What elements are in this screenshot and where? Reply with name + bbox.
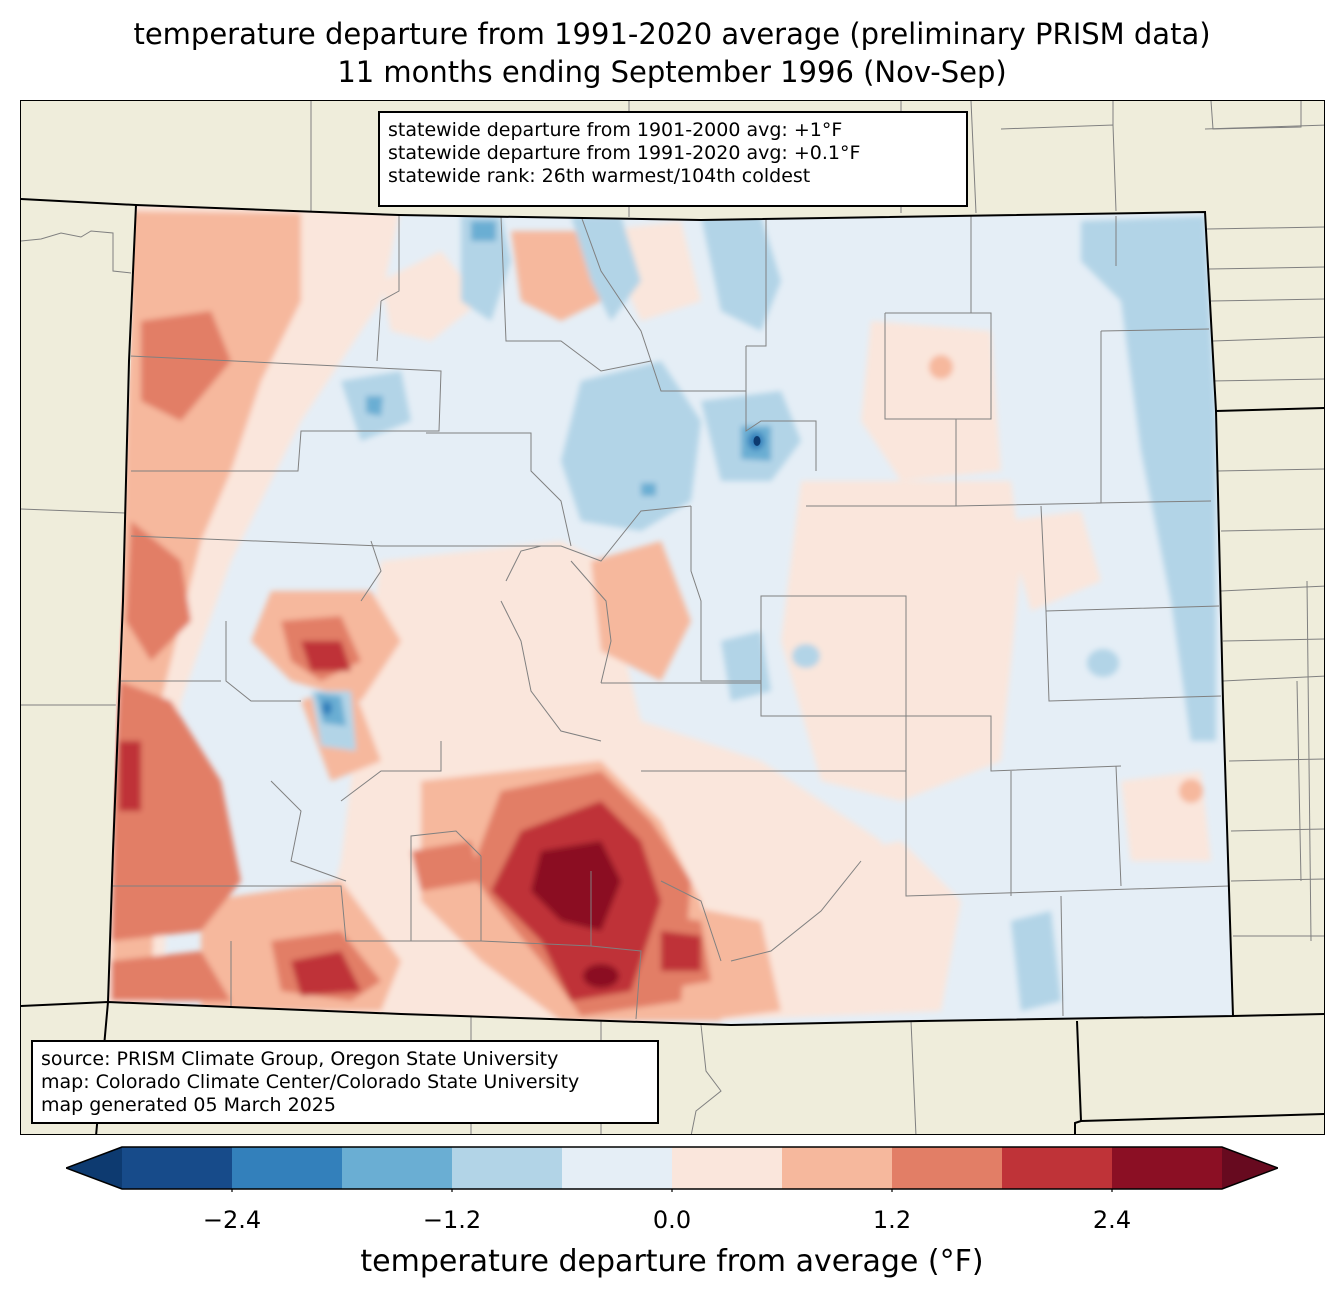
colorbar-extend-low bbox=[66, 1147, 122, 1189]
colorado-map bbox=[21, 101, 1324, 1134]
colorbar-bin bbox=[562, 1147, 673, 1189]
colorbar-label: temperature departure from average (°F) bbox=[360, 1244, 984, 1279]
county-lines bbox=[111, 215, 1232, 1020]
map-credit-line: map: Colorado Climate Center/Colorado St… bbox=[41, 1071, 580, 1093]
colorbar-bin bbox=[1002, 1147, 1113, 1189]
statewide-stats-box: statewide departure from 1901-2000 avg: … bbox=[378, 111, 968, 207]
stats-line-rank: statewide rank: 26th warmest/104th colde… bbox=[388, 165, 811, 187]
colorbar-bin bbox=[232, 1147, 343, 1189]
colorbar-tick-label: −1.2 bbox=[422, 1206, 482, 1234]
colorbar-extend-high bbox=[1222, 1147, 1278, 1189]
stats-line-1991-2020: statewide departure from 1991-2020 avg: … bbox=[388, 142, 861, 164]
colorbar-outline bbox=[66, 1146, 1278, 1190]
colorbar-bin bbox=[342, 1147, 453, 1189]
colorbar-bin bbox=[452, 1147, 563, 1189]
generated-date-line: map generated 05 March 2025 bbox=[41, 1094, 336, 1116]
colorbar-bin bbox=[1112, 1147, 1223, 1189]
colorbar-tick-label: 1.2 bbox=[872, 1206, 912, 1234]
colorbar-tick-label: −2.4 bbox=[202, 1206, 262, 1234]
colorbar-bin bbox=[782, 1147, 893, 1189]
temperature-field bbox=[108, 205, 1233, 1025]
colorbar-tick-label: 0.0 bbox=[652, 1206, 692, 1234]
colorbar-bin bbox=[892, 1147, 1003, 1189]
source-credits-box: source: PRISM Climate Group, Oregon Stat… bbox=[31, 1040, 659, 1124]
neighbor-county-lines bbox=[21, 101, 1324, 1134]
map-panel bbox=[20, 100, 1325, 1135]
colorbar-bin bbox=[672, 1147, 783, 1189]
colorbar bbox=[66, 1146, 1278, 1192]
state-borders bbox=[21, 198, 1324, 1134]
map-subtitle: 11 months ending September 1996 (Nov-Sep… bbox=[337, 55, 1007, 89]
map-title: temperature departure from 1991-2020 ave… bbox=[133, 17, 1211, 51]
colorbar-tick-label: 2.4 bbox=[1092, 1206, 1132, 1234]
colorbar-bin bbox=[122, 1147, 233, 1189]
source-line: source: PRISM Climate Group, Oregon Stat… bbox=[41, 1048, 559, 1070]
stats-line-1901-2000: statewide departure from 1901-2000 avg: … bbox=[388, 119, 843, 141]
